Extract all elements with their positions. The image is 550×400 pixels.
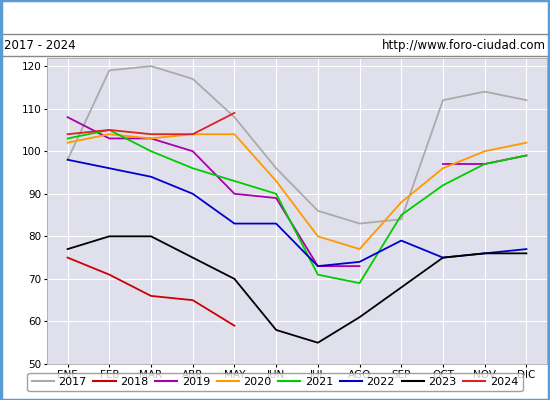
Legend: 2017, 2018, 2019, 2020, 2021, 2022, 2023, 2024: 2017, 2018, 2019, 2020, 2021, 2022, 2023…	[28, 372, 522, 392]
Text: Evolucion del paro registrado en Escurial: Evolucion del paro registrado en Escuria…	[133, 9, 417, 23]
Text: 2017 - 2024: 2017 - 2024	[4, 39, 76, 52]
Text: http://www.foro-ciudad.com: http://www.foro-ciudad.com	[382, 39, 546, 52]
